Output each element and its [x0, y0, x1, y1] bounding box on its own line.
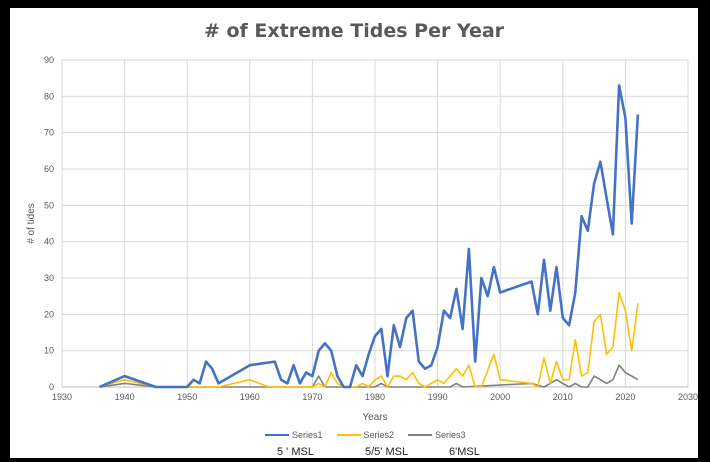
y-tick-label: 40	[44, 237, 54, 247]
x-tick-label: 1970	[302, 392, 322, 402]
x-axis-title: Years	[362, 412, 387, 423]
x-tick-label: 1990	[428, 392, 448, 402]
y-tick-label: 80	[44, 91, 54, 101]
legend-item-series2: Series2	[336, 430, 395, 440]
x-tick-label: 1930	[52, 392, 72, 402]
x-tick-label: 1980	[365, 392, 385, 402]
legend: Series1 Series2 Series3	[265, 430, 466, 440]
x-tick-label: 1950	[177, 392, 197, 402]
y-tick-label: 70	[44, 128, 54, 138]
x-tick-label: 1960	[240, 392, 260, 402]
msl-label-5ft: 5 ' MSL	[277, 446, 314, 458]
chart-frame: # of Extreme Tides Per Year 0 10 20 30 40 50 6…	[10, 8, 698, 458]
legend-swatch-series3	[408, 434, 433, 436]
chart-title: # of Extreme Tides Per Year	[203, 20, 505, 42]
legend-item-series3: Series3	[408, 430, 466, 440]
y-tick-label: 20	[44, 309, 54, 319]
msl-label-6ft: 6'MSL	[449, 446, 480, 458]
y-axis-title: # of tides	[26, 203, 37, 244]
legend-label-series3: Series3	[435, 430, 466, 440]
legend-item-series1: Series1	[265, 430, 323, 440]
legend-swatch-series1	[265, 434, 289, 436]
y-tick-label: 60	[44, 164, 54, 174]
x-tick-label: 2000	[490, 392, 510, 402]
legend-label-series1: Series1	[292, 430, 323, 440]
x-tick-label: 2020	[615, 392, 635, 402]
msl-label-5-5ft: 5/5' MSL	[365, 446, 409, 458]
series-line-series3	[99, 364, 639, 388]
x-tick-label: 2030	[678, 392, 698, 402]
y-tick-label: 30	[44, 273, 54, 283]
series-line-series1	[99, 84, 640, 389]
y-tick-label: 10	[44, 346, 54, 356]
y-tick-label: 90	[44, 55, 54, 65]
y-tick-label: 50	[44, 200, 54, 210]
x-tick-label: 1940	[115, 392, 135, 402]
legend-swatch-series2	[336, 434, 361, 436]
legend-label-series2: Series2	[363, 430, 395, 440]
series-line-series2	[99, 291, 639, 388]
y-tick-label: 0	[49, 382, 54, 392]
x-tick-label: 2010	[553, 392, 573, 402]
